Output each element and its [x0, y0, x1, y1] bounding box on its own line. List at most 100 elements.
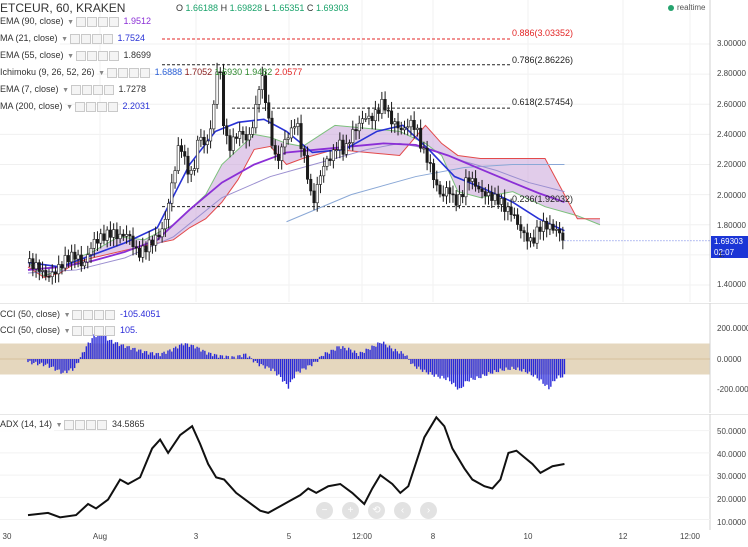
candle-body: [222, 71, 226, 127]
cci-pane[interactable]: CCI (50, close) ▼ -105.4051 CCI (50, close…: [0, 303, 748, 413]
chevron-down-icon[interactable]: ▼: [67, 19, 74, 26]
eye-icon[interactable]: [75, 51, 86, 62]
indicator-name: CCI (50, close): [0, 323, 63, 337]
fib-label-0618[interactable]: 0.618(2.57454): [512, 97, 574, 107]
indicator-toolbar: [75, 49, 120, 63]
cci-row-1[interactable]: CCI (50, close) ▼ -105.4051: [0, 307, 161, 321]
eye-icon[interactable]: [69, 34, 80, 45]
candle-body: [386, 109, 390, 112]
candle-body: [299, 123, 303, 149]
indicator-row-ema90[interactable]: EMA (90, close) ▼ 1.9512: [0, 14, 151, 28]
indicator-row-ema55[interactable]: EMA (55, close) ▼ 1.8699: [0, 48, 151, 62]
close-icon[interactable]: [91, 34, 102, 45]
candle-body: [525, 232, 529, 242]
more-icon[interactable]: [108, 51, 119, 62]
settings-icon[interactable]: [117, 68, 128, 79]
candle-body: [441, 193, 445, 197]
cci-row-2[interactable]: CCI (50, close) ▼ 105.: [0, 323, 138, 337]
chevron-down-icon[interactable]: ▼: [61, 36, 68, 43]
zoom-out-button[interactable]: −: [316, 502, 333, 519]
candle-body: [95, 239, 99, 244]
candle-body: [393, 121, 397, 125]
more-icon[interactable]: [97, 420, 108, 431]
settings-icon[interactable]: [81, 85, 92, 96]
cci-tick: -200.0000: [717, 385, 748, 394]
candle-body: [92, 239, 96, 249]
eye-icon[interactable]: [70, 85, 81, 96]
time-tick: 5: [286, 532, 292, 541]
more-icon[interactable]: [105, 326, 116, 337]
settings-icon[interactable]: [75, 420, 86, 431]
close-icon[interactable]: [96, 102, 107, 113]
time-tick: 8: [430, 532, 436, 541]
price-tick: 1.40000: [717, 280, 746, 289]
chevron-down-icon[interactable]: ▼: [62, 87, 69, 94]
cci-tick: 200.0000: [717, 324, 748, 333]
close-icon[interactable]: [92, 85, 103, 96]
chevron-down-icon[interactable]: ▼: [63, 312, 71, 319]
fib-label-0886[interactable]: 0.886(3.03352): [512, 28, 574, 38]
close-icon[interactable]: [94, 310, 105, 321]
scroll-right-button[interactable]: ›: [420, 502, 437, 519]
chevron-down-icon[interactable]: ▼: [67, 53, 74, 60]
settings-icon[interactable]: [85, 102, 96, 113]
settings-icon[interactable]: [83, 310, 94, 321]
chevron-down-icon[interactable]: ▼: [98, 70, 106, 77]
eye-icon[interactable]: [72, 310, 83, 321]
candle-body: [170, 182, 174, 204]
eye-icon[interactable]: [106, 68, 117, 79]
more-icon[interactable]: [105, 310, 116, 321]
eye-icon[interactable]: [75, 17, 86, 28]
more-icon[interactable]: [103, 85, 114, 96]
settings-icon[interactable]: [86, 17, 97, 28]
ohlc-l-value: 1.65351: [271, 3, 305, 13]
indicator-row-ema7[interactable]: EMA (7, close) ▼ 1.7278: [0, 82, 146, 96]
settings-icon[interactable]: [86, 51, 97, 62]
eye-icon[interactable]: [72, 326, 83, 337]
close-icon[interactable]: [97, 51, 108, 62]
symbol-title[interactable]: ETCEUR, 60, KRAKEN: [0, 1, 126, 15]
price-chart-svg[interactable]: [0, 0, 748, 302]
candle-body: [199, 136, 203, 141]
candle-body: [438, 184, 442, 195]
zoom-in-button[interactable]: +: [342, 502, 359, 519]
fib-label-0236[interactable]: 0.236(1.92032): [512, 194, 574, 204]
indicator-row-ma21[interactable]: MA (21, close) ▼ 1.7524: [0, 31, 145, 45]
candle-body: [432, 163, 436, 180]
eye-icon[interactable]: [74, 102, 85, 113]
cci-tick: 0.0000: [717, 355, 742, 364]
chevron-down-icon[interactable]: ▼: [55, 422, 63, 429]
fib-label-0786[interactable]: 0.786(2.86226): [512, 55, 574, 65]
chevron-down-icon[interactable]: ▼: [63, 328, 71, 335]
candle-body: [425, 147, 429, 163]
indicator-row-ma200[interactable]: MA (200, close) ▼ 2.2031: [0, 99, 150, 113]
settings-icon[interactable]: [83, 326, 94, 337]
chevron-down-icon[interactable]: ▼: [66, 104, 73, 111]
candle-body: [412, 119, 416, 130]
more-icon[interactable]: [139, 68, 150, 79]
candle-body: [118, 233, 122, 240]
close-icon[interactable]: [94, 326, 105, 337]
more-icon[interactable]: [108, 17, 119, 28]
more-icon[interactable]: [107, 102, 118, 113]
price-pane[interactable]: ETCEUR, 60, KRAKEN O 1.66188 H 1.69828 L…: [0, 0, 748, 302]
ohlc-readout: O 1.66188 H 1.69828 L 1.65351 C 1.69303: [176, 3, 348, 13]
candle-body: [464, 177, 468, 198]
adx-chart-svg[interactable]: [0, 414, 748, 530]
close-icon[interactable]: [128, 68, 139, 79]
eye-icon[interactable]: [64, 420, 75, 431]
more-icon[interactable]: [102, 34, 113, 45]
indicator-name: MA (21, close): [0, 31, 60, 45]
indicator-row-ichimoku[interactable]: Ichimoku (9, 26, 52, 26) ▼ 1.6888 1.7052 1…: [0, 65, 302, 79]
adx-row[interactable]: ADX (14, 14) ▼ 34.5865: [0, 417, 145, 431]
cci-chart-svg[interactable]: [0, 303, 748, 413]
close-icon[interactable]: [97, 17, 108, 28]
scroll-left-button[interactable]: ‹: [394, 502, 411, 519]
candle-body: [234, 136, 238, 139]
candle-body: [519, 224, 523, 231]
candle-body: [241, 131, 245, 135]
close-icon[interactable]: [86, 420, 97, 431]
reset-button[interactable]: ⟲: [368, 502, 385, 519]
candle-body: [399, 127, 403, 131]
settings-icon[interactable]: [80, 34, 91, 45]
